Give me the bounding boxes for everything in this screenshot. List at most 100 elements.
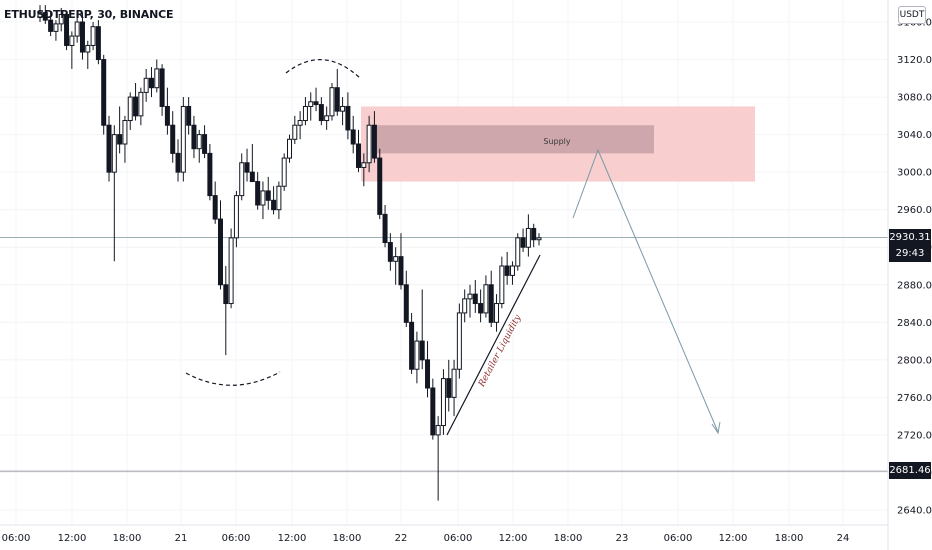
- bullish-candle-body: [287, 138, 292, 159]
- candle: [425, 341, 431, 398]
- bullish-candle-body: [414, 340, 420, 370]
- candle: [64, 10, 70, 51]
- y-tick-label: 3040.00: [897, 130, 932, 141]
- candle: [127, 92, 133, 130]
- candle: [324, 106, 330, 130]
- candle: [387, 233, 393, 271]
- candle: [313, 87, 319, 112]
- unit-badge[interactable]: USDT: [898, 6, 926, 24]
- bullish-candle-body: [233, 195, 239, 239]
- candle: [233, 190, 239, 248]
- bullish-candle-body: [435, 425, 441, 436]
- x-axis[interactable]: 06:00 12:00 18:00 21 06:00 12:00 18:00 22 06:00 1…: [0, 524, 888, 544]
- candle: [111, 125, 117, 262]
- candle: [462, 289, 468, 323]
- bearish-candle-body: [371, 124, 377, 159]
- bearish-candle-body: [106, 124, 112, 173]
- countdown-tag: 29:43: [889, 244, 931, 262]
- bullish-candle-body: [308, 101, 314, 107]
- bearish-candle-body: [318, 104, 324, 122]
- candle: [334, 68, 340, 116]
- bearish-candle-body: [170, 124, 176, 154]
- candle: [164, 87, 170, 135]
- bearish-candle-body: [409, 321, 415, 370]
- candle: [271, 186, 277, 215]
- candle: [148, 67, 154, 98]
- low-line-price-tag: 2681.46: [889, 462, 931, 480]
- candles-layer[interactable]: [37, 5, 542, 501]
- bullish-candle-body: [260, 190, 266, 206]
- bullish-candle-body: [340, 105, 346, 112]
- candle: [398, 233, 404, 290]
- bearish-candle-body: [313, 101, 319, 106]
- bullish-candle-body: [456, 312, 462, 370]
- bearish-candle-body: [403, 284, 409, 323]
- x-tick-label: 21: [175, 533, 188, 544]
- bullish-candle-body: [239, 162, 245, 197]
- bearish-candle-body: [356, 143, 362, 168]
- candle: [499, 256, 505, 309]
- candle: [69, 31, 75, 69]
- bearish-candle-body: [186, 105, 192, 126]
- candle: [265, 176, 271, 210]
- candle: [53, 20, 59, 41]
- candle: [451, 359, 457, 417]
- candle: [467, 284, 473, 318]
- candle: [403, 270, 409, 327]
- supply-zone-core: [377, 125, 654, 154]
- bullish-candle-body: [111, 134, 117, 173]
- bullish-candle-body: [154, 68, 160, 89]
- grid: [0, 0, 888, 525]
- candle: [90, 22, 96, 51]
- candle: [350, 115, 356, 154]
- bearish-candle-body: [350, 129, 356, 145]
- candle: [212, 181, 218, 224]
- bullish-candle-body: [451, 368, 457, 398]
- candle: [356, 129, 362, 173]
- bearish-candle-body: [164, 105, 170, 126]
- bullish-candle-body: [58, 13, 64, 25]
- y-tick-label: 2960.00: [897, 205, 932, 216]
- y-axis-bg: [888, 0, 932, 550]
- candle: [239, 153, 245, 201]
- bullish-candle-body: [292, 124, 298, 140]
- x-tick-label: 23: [616, 533, 629, 544]
- bullish-candle-body: [90, 26, 96, 46]
- bullish-candle-body: [499, 265, 505, 305]
- x-tick-label: 24: [837, 533, 850, 544]
- bullish-candle-body: [462, 298, 468, 314]
- bearish-candle-body: [159, 68, 165, 107]
- projection-path: [572, 148, 719, 433]
- bullish-candle-body: [467, 293, 473, 300]
- bullish-candle-body: [525, 227, 531, 248]
- candle: [202, 125, 208, 159]
- bearish-candle-body: [148, 77, 154, 89]
- candle: [48, 12, 54, 37]
- bearish-candle-body: [271, 199, 277, 211]
- candle: [159, 64, 165, 116]
- candle: [456, 303, 462, 379]
- bearish-candle-body: [387, 242, 393, 262]
- y-axis[interactable]: 2640.002680.002720.002760.002800.002840.…: [887, 0, 932, 550]
- candle: [361, 153, 367, 187]
- bullish-candle-body: [366, 124, 372, 164]
- candle: [58, 7, 64, 32]
- bearish-candle-body: [212, 195, 218, 220]
- symbol-label[interactable]: ETHUSDTPERP, 30, BINANCE: [4, 8, 174, 21]
- candle: [515, 233, 521, 271]
- candle: [101, 54, 107, 135]
- candle: [133, 83, 139, 121]
- bearish-candle-body: [133, 96, 139, 117]
- candle: [228, 228, 234, 309]
- candle: [95, 20, 101, 65]
- trendline: [446, 254, 541, 436]
- bearish-candle-body: [377, 157, 383, 215]
- candle: [345, 92, 351, 140]
- bearish-candle-body: [419, 340, 425, 361]
- arc-bottom: [185, 371, 281, 386]
- supply-zone-layer[interactable]: Supply: [361, 106, 755, 182]
- x-tick-label: 06:00: [444, 533, 473, 544]
- candle: [207, 144, 213, 201]
- bearish-candle-body: [117, 134, 123, 145]
